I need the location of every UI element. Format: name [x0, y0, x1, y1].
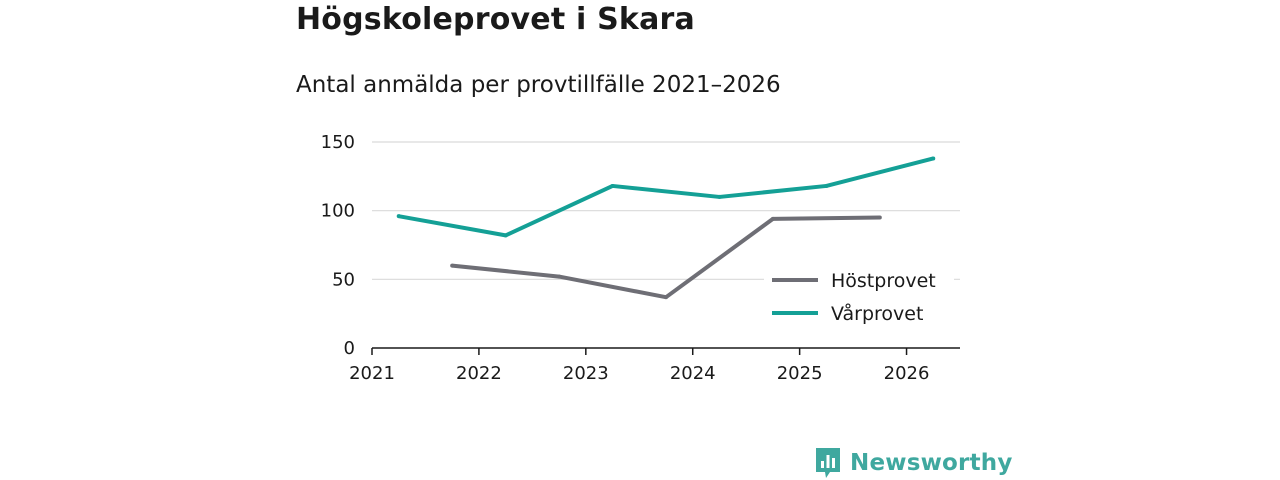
line-chart: 0 50 100 150 2021 2022 2023 2024 2025 2026 Höstpro… [321, 132, 960, 384]
x-tick-label: 2026 [884, 363, 930, 384]
chart-subtitle: Antal anmälda per provtillfälle 2021–202… [296, 72, 781, 98]
chart-title: Högskoleprovet i Skara [296, 2, 695, 37]
legend-label: Vårprovet [831, 302, 923, 325]
brand-name: Newsworthy [850, 450, 1013, 476]
data-point [664, 295, 668, 300]
newsworthy-logo-icon [816, 448, 840, 478]
data-point [503, 233, 508, 238]
x-tick-label: 2023 [563, 363, 609, 384]
data-point [557, 274, 562, 279]
y-tick-label: 50 [332, 269, 355, 290]
data-point [770, 216, 775, 221]
data-point [450, 263, 455, 268]
y-tick-label: 150 [321, 132, 355, 153]
x-tick-label: 2024 [670, 363, 716, 384]
data-point [824, 183, 829, 188]
data-point [717, 194, 722, 199]
x-tick-label: 2022 [456, 363, 502, 384]
y-tick-label: 100 [321, 201, 355, 222]
x-tick-label: 2021 [349, 363, 395, 384]
data-point [396, 214, 401, 219]
legend-background [764, 262, 954, 332]
newsworthy-logo: Newsworthy [814, 446, 1013, 480]
data-point [877, 215, 882, 220]
data-point [610, 183, 615, 188]
series-line-varprovet [398, 156, 934, 238]
y-tick-label: 0 [344, 338, 355, 359]
x-tick-label: 2025 [777, 363, 823, 384]
legend-label: Höstprovet [831, 270, 936, 292]
data-point [931, 156, 936, 161]
